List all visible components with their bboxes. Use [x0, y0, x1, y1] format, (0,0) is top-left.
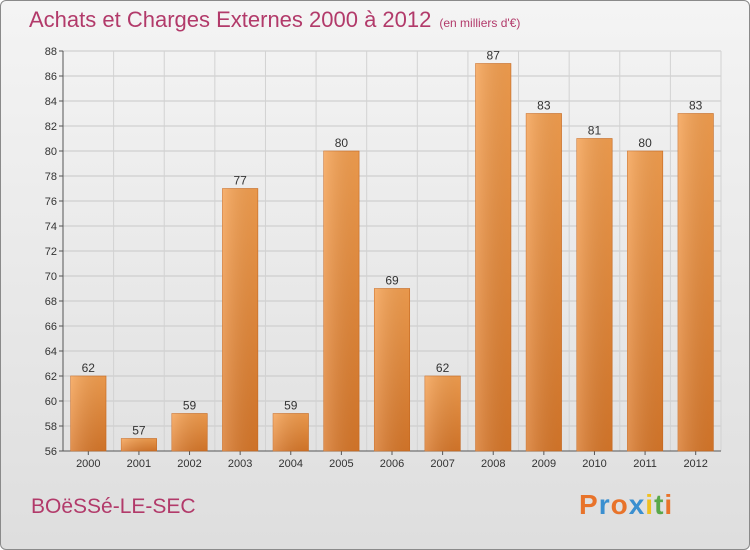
data-label: 59	[183, 399, 197, 413]
x-tick-label: 2004	[279, 458, 303, 470]
bar-shade	[677, 113, 714, 451]
x-tick-label: 2012	[683, 458, 707, 470]
y-tick-label: 68	[45, 296, 57, 308]
x-tick-label: 2005	[329, 458, 353, 470]
y-tick-label: 72	[45, 246, 57, 258]
labels: 56 58 60 62 64 66 68 70 72 74 76 78 80 82 84 86 88 62 2000…	[45, 46, 708, 470]
chart-title-text: Achats et Charges Externes 2000 à 2012	[29, 7, 432, 32]
y-tick-label: 82	[45, 121, 57, 133]
data-label: 62	[436, 361, 450, 375]
logo-letter: o	[610, 489, 629, 520]
y-tick-label: 56	[45, 446, 57, 458]
x-tick-label: 2010	[582, 458, 606, 470]
logo-letter: t	[654, 489, 665, 520]
data-label: 59	[284, 399, 298, 413]
data-label: 83	[537, 99, 551, 113]
bar-shade	[171, 413, 208, 451]
logo-letter: x	[628, 489, 646, 520]
y-tick-label: 76	[45, 196, 57, 208]
bar-shade	[526, 113, 562, 451]
data-label: 80	[638, 136, 652, 150]
y-tick-label: 70	[45, 271, 57, 283]
y-tick-label: 60	[45, 396, 57, 408]
data-label: 77	[233, 174, 247, 188]
logo-letter: i	[664, 489, 674, 520]
bar-shade	[424, 376, 461, 451]
y-tick-label: 88	[45, 46, 57, 58]
commune-name: BOëSSé-LE-SEC	[31, 495, 196, 518]
x-tick-label: 2002	[177, 458, 201, 470]
x-tick-label: 2009	[532, 458, 556, 470]
bar-shade	[323, 151, 360, 451]
data-label: 57	[132, 424, 146, 438]
bar-shade	[576, 138, 613, 451]
x-tick-label: 2000	[76, 458, 100, 470]
logo-letter: P	[579, 489, 599, 520]
bar-shade	[70, 376, 107, 451]
y-tick-label: 74	[45, 221, 57, 233]
y-tick-label: 66	[45, 321, 57, 333]
data-label: 69	[385, 274, 399, 288]
proxiti-logo[interactable]: Proxiti	[579, 489, 673, 521]
data-label: 62	[82, 361, 96, 375]
bar-shade	[121, 438, 157, 451]
y-tick-label: 62	[45, 371, 57, 383]
bar-shade	[475, 63, 511, 451]
x-tick-label: 2003	[228, 458, 252, 470]
logo-letter: i	[645, 489, 655, 520]
y-tick-label: 78	[45, 171, 57, 183]
x-tick-label: 2008	[481, 458, 505, 470]
bar-shade	[273, 413, 309, 451]
data-label: 87	[487, 49, 501, 63]
y-tick-label: 58	[45, 421, 57, 433]
data-label: 81	[588, 124, 602, 138]
chart-subtitle: (en milliers d'€)	[439, 16, 521, 30]
bars	[70, 63, 714, 452]
x-tick-label: 2011	[633, 458, 657, 470]
data-label: 80	[335, 136, 349, 150]
x-tick-label: 2006	[380, 458, 404, 470]
logo-letter: r	[598, 489, 611, 520]
data-label: 83	[689, 99, 703, 113]
x-tick-label: 2001	[127, 458, 151, 470]
bar-shade	[222, 188, 258, 451]
bar-shade	[374, 288, 410, 451]
chart-title: Achats et Charges Externes 2000 à 2012 (e…	[29, 7, 520, 33]
y-tick-label: 80	[45, 146, 57, 158]
y-tick-label: 84	[45, 96, 57, 108]
y-tick-label: 86	[45, 71, 57, 83]
x-tick-label: 2007	[430, 458, 454, 470]
y-tick-label: 64	[45, 346, 57, 358]
bar-shade	[627, 151, 663, 451]
